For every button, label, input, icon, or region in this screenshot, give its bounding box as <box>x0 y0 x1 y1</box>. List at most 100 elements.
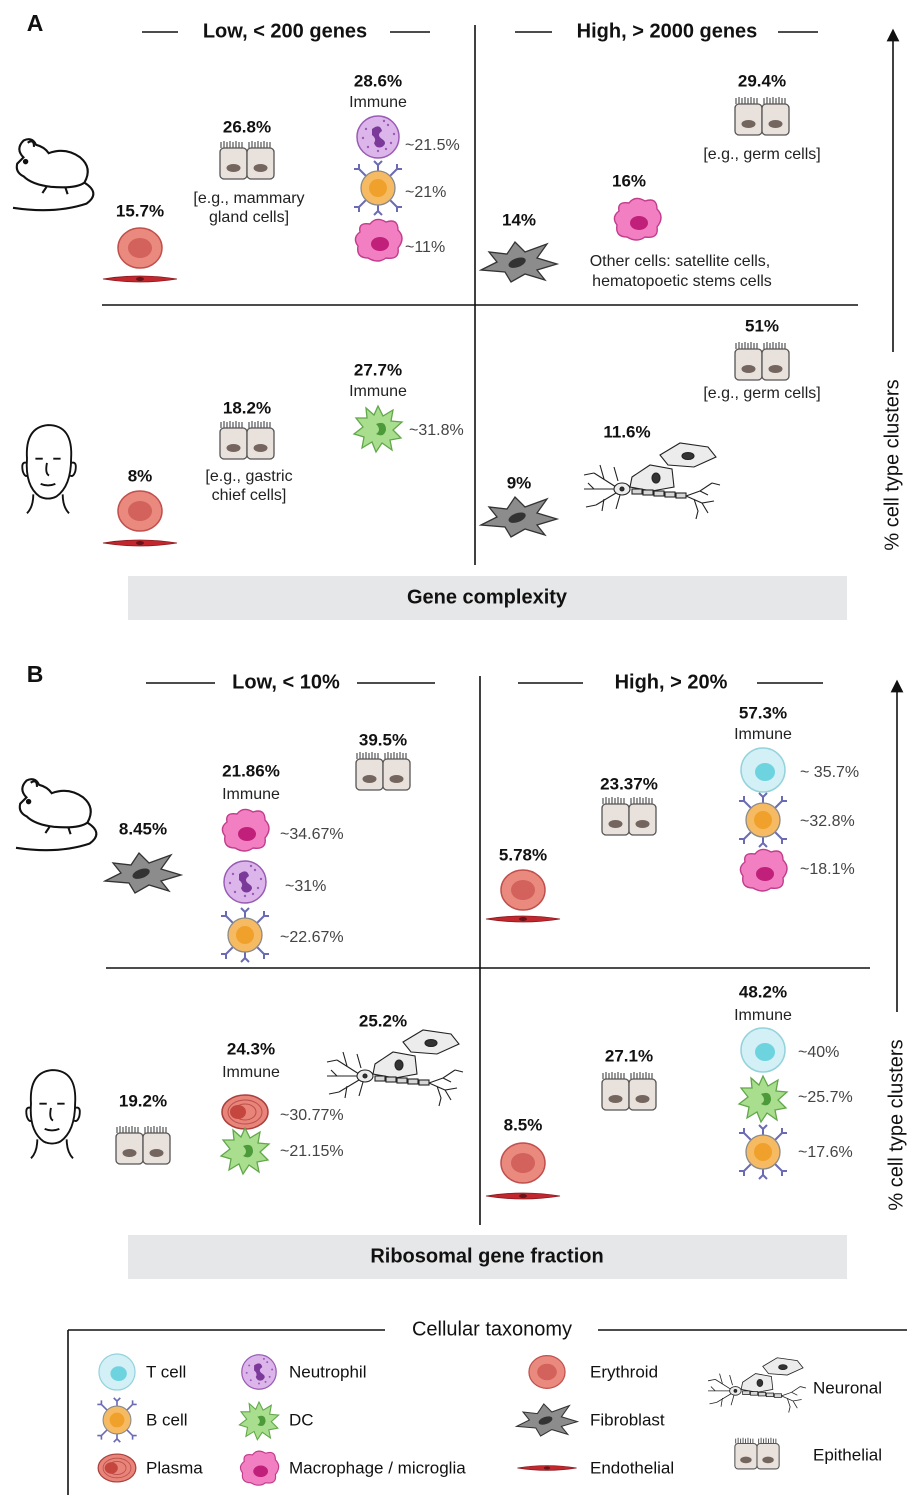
footer-label: Ribosomal gene fraction <box>370 1245 603 1267</box>
dc-icon <box>354 406 402 452</box>
fibroblast-icon <box>105 853 181 893</box>
label: 5.78% <box>499 845 547 864</box>
tcell-icon <box>741 1028 785 1072</box>
erythroid-icon <box>501 870 545 910</box>
panel-letter: B <box>27 661 44 687</box>
fibroblast-icon <box>517 1404 578 1436</box>
plasma-icon <box>222 1095 268 1129</box>
erythroid-icon <box>118 491 162 531</box>
label: ~18.1% <box>800 861 855 878</box>
label: 57.3% <box>739 703 787 722</box>
note: [e.g., germ cells] <box>703 385 820 402</box>
axis-label: % cell type clusters <box>885 1039 907 1210</box>
note: [e.g., germ cells] <box>703 146 820 163</box>
bcell-icon <box>97 1398 136 1442</box>
axis-label: % cell type clusters <box>881 379 903 550</box>
label: ~21% <box>405 184 446 201</box>
bcell-icon <box>354 161 402 215</box>
label: ~31.8% <box>409 422 464 439</box>
neutrophil-icon <box>224 861 266 903</box>
erythroid-icon <box>501 1143 545 1183</box>
legend-label: Macrophage / microglia <box>289 1458 466 1477</box>
label: 11.6% <box>603 422 650 441</box>
endothelial-icon <box>486 1193 560 1199</box>
epithelial-icon <box>735 97 789 135</box>
label: 27.7% <box>354 360 402 379</box>
macrophage-icon <box>355 219 402 261</box>
label: 19.2% <box>119 1091 167 1110</box>
neutrophil-icon <box>242 1355 276 1389</box>
bcell-icon <box>739 793 787 847</box>
note: chief cells] <box>212 487 287 504</box>
legend-label: B cell <box>146 1410 188 1429</box>
human-icon <box>22 425 76 513</box>
label: ~21.5% <box>405 137 460 154</box>
mouse-icon <box>13 139 93 210</box>
legend-title: Cellular taxonomy <box>412 1318 572 1340</box>
epithelial-icon <box>220 421 274 459</box>
label: ~21.15% <box>280 1143 344 1160</box>
dc-icon <box>239 1402 278 1440</box>
label: 25.2% <box>359 1011 407 1030</box>
label: 29.4% <box>738 71 786 90</box>
endothelial-icon <box>103 540 177 546</box>
epithelial-icon <box>735 342 789 380</box>
label: 48.2% <box>739 982 787 1001</box>
legend-label: Neuronal <box>813 1378 882 1397</box>
plasma-icon <box>98 1454 136 1482</box>
neutrophil-icon <box>357 116 399 158</box>
erythroid-icon <box>529 1356 565 1389</box>
label: 27.1% <box>605 1046 653 1065</box>
label: 8.45% <box>119 819 167 838</box>
dc-icon <box>221 1128 269 1174</box>
macrophage-icon <box>740 849 787 891</box>
label: Immune <box>734 726 792 743</box>
fibroblast-icon <box>481 497 557 537</box>
label: 28.6% <box>354 71 402 90</box>
epithelial-icon <box>602 1072 656 1110</box>
label: ~31% <box>285 878 326 895</box>
legend-label: Fibroblast <box>590 1410 665 1429</box>
label: ~25.7% <box>798 1089 853 1106</box>
label: 26.8% <box>223 117 271 136</box>
label: 24.3% <box>227 1039 275 1058</box>
neuronal-icon <box>327 1030 463 1106</box>
figure: A Low, < 200 genes High, > 2000 genes % cel… <box>0 0 907 1495</box>
panel-letter: A <box>27 10 44 36</box>
label: 16% <box>612 171 646 190</box>
label: ~30.77% <box>280 1107 344 1124</box>
label: ~32.8% <box>800 813 855 830</box>
label: Immune <box>222 1064 280 1081</box>
legend-label: Plasma <box>146 1458 203 1477</box>
label: ~22.67% <box>280 929 344 946</box>
epithelial-icon <box>602 797 656 835</box>
column-header: High, > 2000 genes <box>577 20 758 42</box>
dc-icon <box>739 1076 787 1122</box>
note: [e.g., mammary <box>193 190 304 207</box>
column-header: High, > 20% <box>615 671 728 693</box>
legend-label: Epithelial <box>813 1445 882 1464</box>
label: Immune <box>349 94 407 111</box>
legend-label: Neutrophil <box>289 1362 367 1381</box>
macrophage-icon <box>614 198 661 240</box>
label: 15.7% <box>116 201 164 220</box>
note: Other cells: satellite cells, <box>590 253 771 270</box>
endothelial-icon <box>103 276 177 282</box>
note: [e.g., gastric <box>205 468 292 485</box>
footer-label: Gene complexity <box>407 586 568 608</box>
erythroid-icon <box>118 228 162 268</box>
mouse-icon <box>16 779 96 850</box>
label: Immune <box>349 383 407 400</box>
epithelial-icon <box>116 1126 170 1164</box>
legend-label: Endothelial <box>590 1458 674 1477</box>
note: hematopoetic stems cells <box>592 273 772 290</box>
column-header: Low, < 200 genes <box>203 20 367 42</box>
bcell-icon <box>739 1125 787 1179</box>
label: 21.86% <box>222 761 280 780</box>
epithelial-icon <box>356 752 410 790</box>
label: ~11% <box>405 239 445 256</box>
legend-label: DC <box>289 1410 314 1429</box>
neuronal-icon <box>584 443 720 519</box>
label: Immune <box>222 786 280 803</box>
epithelial-icon <box>735 1438 779 1469</box>
